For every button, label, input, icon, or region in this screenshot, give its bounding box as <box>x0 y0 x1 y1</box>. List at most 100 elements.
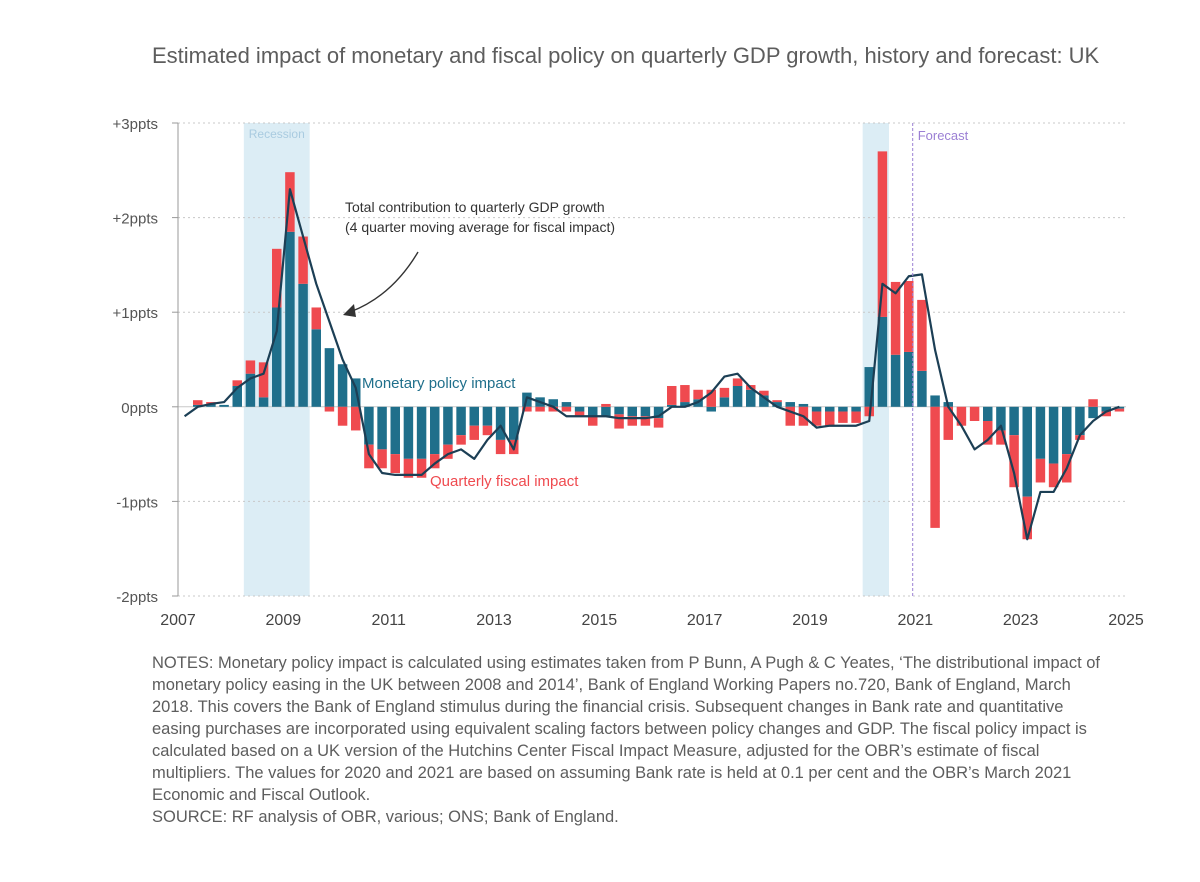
fiscal-bar <box>614 414 624 429</box>
fiscal-bar <box>825 411 835 426</box>
fiscal-bar <box>877 151 888 317</box>
notes-text: NOTES: Monetary policy impact is calcula… <box>152 654 1101 804</box>
monetary-bar <box>1009 406 1019 436</box>
fiscal-bar <box>1022 496 1032 540</box>
monetary-bar <box>245 373 256 407</box>
monetary-bar <box>416 406 427 459</box>
total-line <box>183 188 1120 541</box>
fiscal-bar <box>588 416 598 426</box>
monetary-bar <box>811 406 822 412</box>
fiscal-bar <box>785 406 795 426</box>
fiscal-bar <box>377 449 387 469</box>
annotation-monetary: Monetary policy impact <box>362 375 516 392</box>
fiscal-bar <box>364 444 374 469</box>
fiscal-bar <box>324 406 335 412</box>
monetary-bar <box>746 389 756 407</box>
monetary-bar <box>258 397 269 407</box>
y-tick-label: -1ppts <box>116 494 158 511</box>
fiscal-bar <box>956 406 967 426</box>
fiscal-bar <box>456 435 466 445</box>
fiscal-bar <box>1035 458 1046 483</box>
fiscal-bar <box>667 385 677 405</box>
monetary-bar <box>285 231 295 407</box>
monetary-bar <box>337 364 348 407</box>
monetary-bar <box>1062 406 1072 455</box>
fiscal-bar <box>706 389 716 407</box>
monetary-bar <box>561 402 572 407</box>
fiscal-bar <box>403 458 414 478</box>
y-tick-label: +2ppts <box>113 211 158 228</box>
fiscal-bar <box>719 387 730 398</box>
fiscal-bar <box>1101 411 1111 417</box>
x-tick-label: 2021 <box>898 612 934 629</box>
fiscal-bar <box>627 416 637 426</box>
monetary-bar <box>904 351 914 407</box>
monetary-bar <box>614 406 624 415</box>
fiscal-bar <box>930 406 940 528</box>
monetary-bar <box>509 406 519 440</box>
fiscal-bar <box>430 454 440 469</box>
fiscal-bar <box>298 236 308 284</box>
monetary-bar <box>206 403 216 407</box>
monetary-bar <box>983 406 993 421</box>
fiscal-bar <box>811 411 822 426</box>
x-tick-label: 2009 <box>266 612 302 629</box>
monetary-bar <box>601 406 611 417</box>
fiscal-bar <box>469 425 479 440</box>
x-tick-label: 2017 <box>687 612 723 629</box>
monetary-bar <box>469 406 479 426</box>
fiscal-bar <box>272 248 282 308</box>
monetary-bar <box>311 329 321 407</box>
annotation-fiscal: Quarterly fiscal impact <box>430 473 579 490</box>
annotation-total-sub: (4 quarter moving average for fiscal imp… <box>345 219 615 235</box>
monetary-bar <box>1075 406 1085 436</box>
monetary-bar <box>430 406 440 455</box>
fiscal-bar <box>732 378 743 386</box>
chart-notes: NOTES: Monetary policy impact is calcula… <box>152 652 1112 828</box>
monetary-bar <box>1022 406 1032 497</box>
x-tick-label: 2007 <box>160 612 196 629</box>
y-tick-label: +1ppts <box>113 305 158 322</box>
monetary-bar <box>877 316 888 407</box>
annotation-arrow <box>349 251 419 313</box>
y-tick-label: -2ppts <box>116 589 158 606</box>
monetary-bar <box>1035 406 1046 459</box>
monetary-bar <box>838 406 848 412</box>
monetary-bar <box>798 403 809 407</box>
monetary-bar <box>364 406 374 445</box>
fiscal-bar <box>904 280 914 352</box>
fiscal-bar <box>693 389 703 400</box>
monetary-bar <box>588 406 598 417</box>
fiscal-bar <box>943 406 953 440</box>
fiscal-bar <box>258 362 269 398</box>
fiscal-bar <box>996 430 1006 445</box>
monetary-bar <box>443 406 453 445</box>
monetary-bar <box>772 402 782 407</box>
fiscal-bar <box>969 406 980 421</box>
monetary-bar <box>1101 406 1111 412</box>
fiscal-bar <box>851 411 861 423</box>
fiscal-bar <box>245 360 256 374</box>
fiscal-bar <box>983 420 993 445</box>
fiscal-bar <box>574 411 585 417</box>
monetary-bar <box>1088 406 1098 419</box>
fiscal-bar <box>838 411 848 423</box>
fiscal-bar <box>653 418 664 428</box>
forecast-label: Forecast <box>918 128 969 143</box>
source-text: SOURCE: RF analysis of OBR, various; ONS… <box>152 808 619 826</box>
fiscal-bar <box>193 400 203 405</box>
monetary-bar <box>548 399 558 407</box>
fiscal-bar <box>443 444 453 459</box>
fiscal-bar <box>311 307 321 330</box>
fiscal-bar <box>759 390 769 396</box>
monetary-bar <box>706 406 716 412</box>
y-tick-label: +3ppts <box>113 116 158 133</box>
fiscal-bar <box>285 172 295 232</box>
monetary-bar <box>930 395 940 407</box>
fiscal-bar <box>640 416 651 426</box>
monetary-bar <box>732 385 743 407</box>
x-tick-label: 2015 <box>582 612 618 629</box>
monetary-bar <box>825 406 835 412</box>
monetary-bar <box>495 406 506 440</box>
monetary-bar <box>627 406 637 417</box>
